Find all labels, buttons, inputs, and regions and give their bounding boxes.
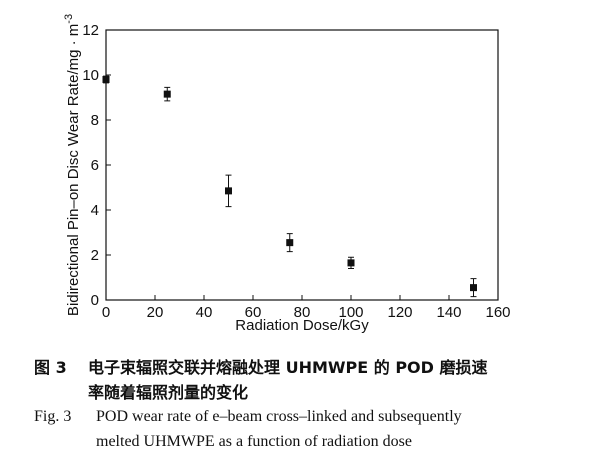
caption-en-text-2: melted UHMWPE as a function of radiation… <box>96 433 412 450</box>
caption-en-text-1: POD wear rate of e–beam cross–linked and… <box>96 408 462 425</box>
data-point <box>225 187 232 195</box>
x-axis-title: Radiation Dose/kGy <box>235 317 369 334</box>
caption-cn-text-2: 率随着辐照剂量的变化 <box>88 383 249 402</box>
x-tick-label: 0 <box>102 304 110 321</box>
y-axis-title-text: Bidirectional Pin–on Disc Wear Rate/mg ·… <box>65 24 82 316</box>
x-tick-label: 60 <box>245 304 262 321</box>
caption-en-line2: melted UHMWPE as a function of radiation… <box>96 433 412 451</box>
x-tick-label: 80 <box>294 304 311 321</box>
y-axis-title-superscript: -3 <box>63 14 75 24</box>
data-point <box>470 284 477 292</box>
y-tick-label: 10 <box>82 67 99 84</box>
y-tick-label: 4 <box>91 202 99 219</box>
caption-cn-label: 图 3 <box>34 358 67 377</box>
x-tick-label: 40 <box>196 304 213 321</box>
y-tick-label: 12 <box>82 22 99 39</box>
x-axis: 0 20 40 60 80 100 120 140 160 <box>102 295 511 321</box>
x-tick-label: 160 <box>485 304 510 321</box>
data-point <box>347 259 355 267</box>
x-tick-label: 20 <box>147 304 164 321</box>
caption-en-line1: Fig. 3 POD wear rate of e–beam cross–link… <box>34 408 462 426</box>
x-tick-label: 120 <box>387 304 412 321</box>
y-tick-label: 6 <box>91 157 99 174</box>
data-point <box>286 239 294 247</box>
y-axis: 0 2 4 6 8 10 12 <box>82 22 111 309</box>
data-point <box>163 90 171 98</box>
y-tick-label: 8 <box>91 112 99 129</box>
caption-cn-line2: 率随着辐照剂量的变化 <box>88 379 248 403</box>
data-point <box>102 76 110 83</box>
plot-frame <box>105 29 499 301</box>
x-tick-label: 100 <box>338 304 363 321</box>
wear-rate-chart: 0 20 40 60 80 100 120 140 160 0 2 4 6 8 10 12 Radiatio… <box>63 14 511 334</box>
data-series <box>102 75 477 298</box>
caption-cn-line1: 图 3 电子束辐照交联并熔融处理 UHMWPE 的 POD 磨损速 <box>34 354 488 378</box>
y-tick-label: 0 <box>91 292 99 309</box>
caption-en-label: Fig. 3 <box>34 408 72 425</box>
x-tick-label: 140 <box>436 304 461 321</box>
caption-cn-text-1: 电子束辐照交联并熔融处理 UHMWPE 的 POD 磨损速 <box>88 358 488 377</box>
y-tick-label: 2 <box>91 247 99 264</box>
y-axis-title: Bidirectional Pin–on Disc Wear Rate/mg ·… <box>63 14 82 316</box>
